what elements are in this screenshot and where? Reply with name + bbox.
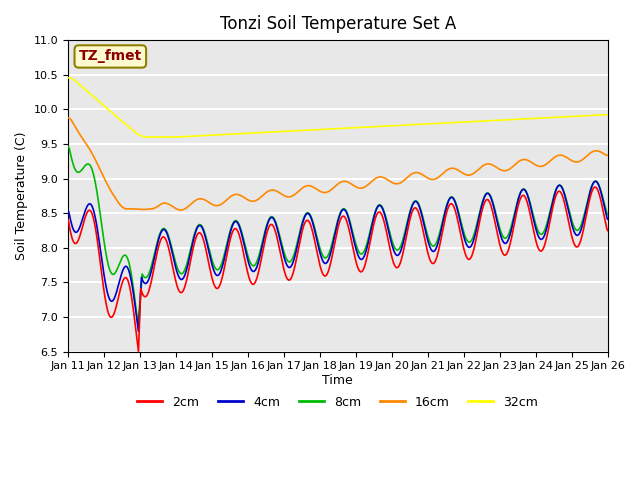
Y-axis label: Soil Temperature (C): Soil Temperature (C) [15, 132, 28, 260]
Title: Tonzi Soil Temperature Set A: Tonzi Soil Temperature Set A [220, 15, 456, 33]
Legend: 2cm, 4cm, 8cm, 16cm, 32cm: 2cm, 4cm, 8cm, 16cm, 32cm [132, 391, 543, 414]
X-axis label: Time: Time [323, 374, 353, 387]
Text: TZ_fmet: TZ_fmet [79, 49, 142, 63]
